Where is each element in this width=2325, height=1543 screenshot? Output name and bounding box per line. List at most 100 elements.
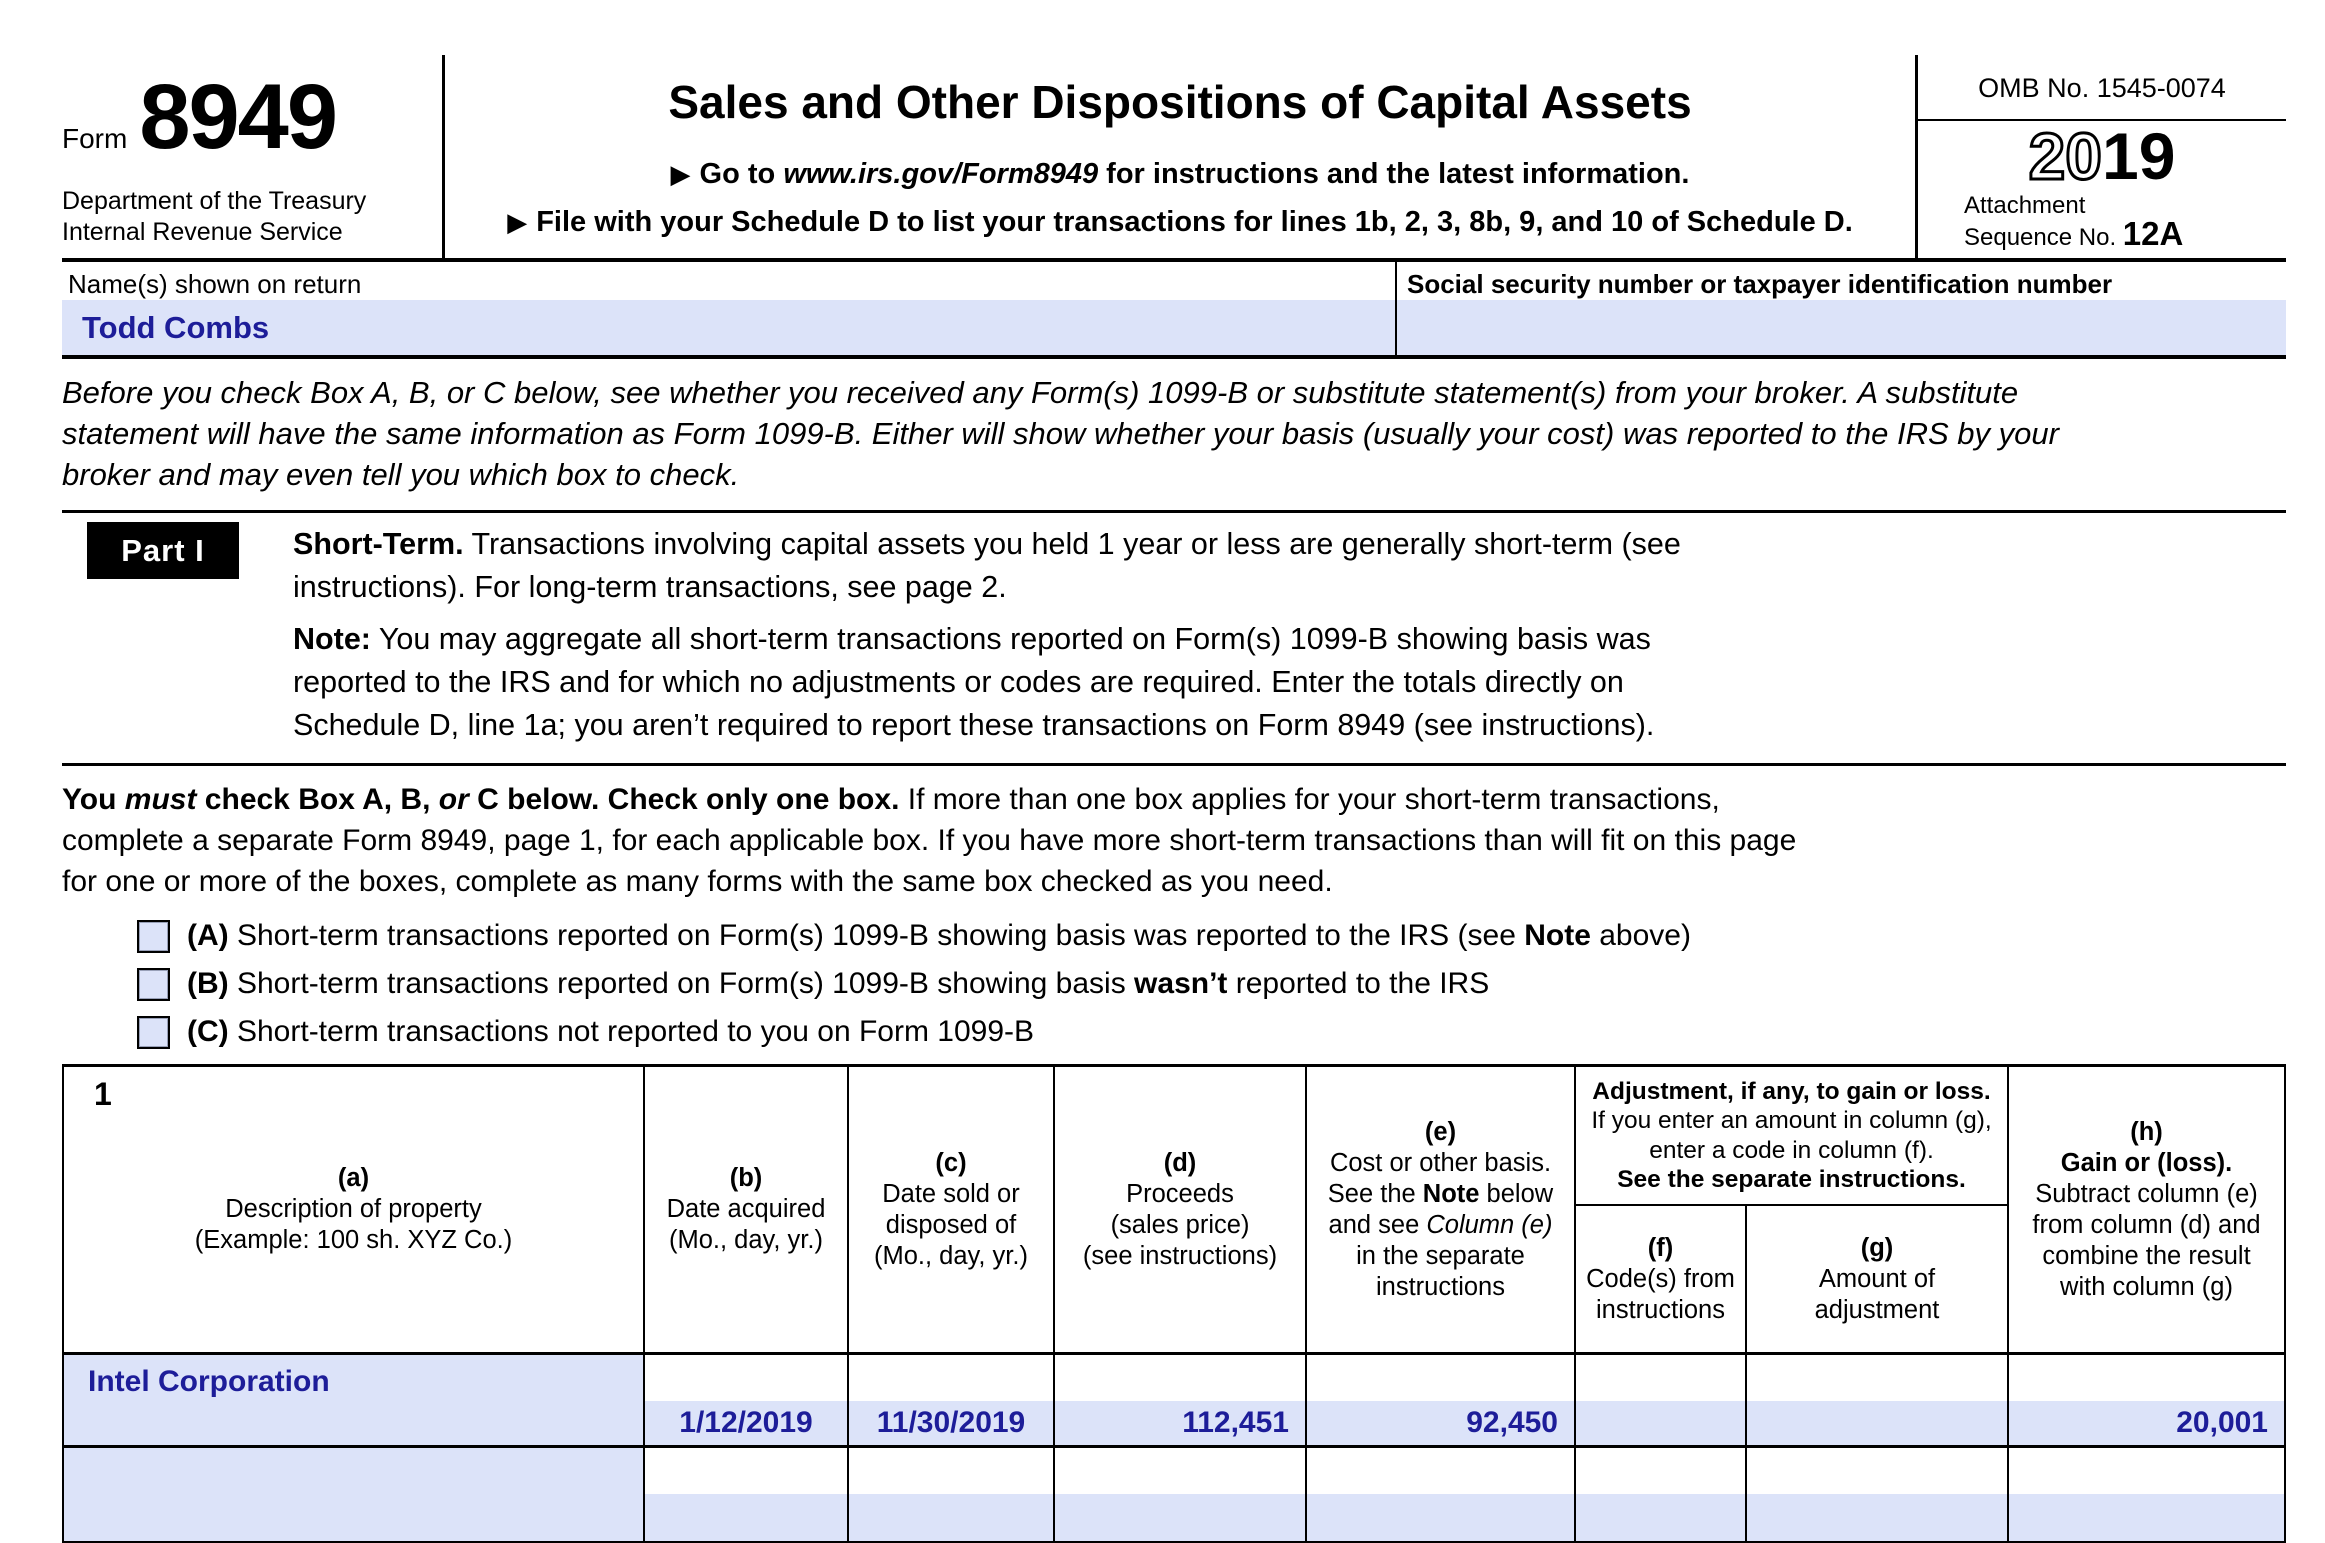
row1-proceeds-field[interactable]: 112,451 [1055, 1401, 1305, 1445]
row2-date-sold-field[interactable] [849, 1494, 1053, 1541]
row1-description-field[interactable]: Intel Corporation [64, 1355, 645, 1445]
agency-name: Department of the Treasury Internal Reve… [62, 186, 442, 248]
part1-badge: Part I [87, 522, 239, 579]
checkbox-b-letter: (B) [187, 967, 229, 1000]
col-g-header: (g) Amount of adjustment [1747, 1206, 2007, 1352]
part1-heading-line-2: instructions). For long-term transaction… [293, 570, 1007, 604]
col-b-tag: (b) [729, 1164, 763, 1192]
ssn-field[interactable] [1397, 300, 2286, 355]
title-block: Sales and Other Dispositions of Capital … [442, 55, 1915, 258]
checkbox-a-bold: Note [1524, 919, 1591, 952]
table-header-row: 1 (a) Description of property (Example: … [64, 1067, 2284, 1355]
row2-cost-cell [1307, 1448, 1576, 1541]
col-e-header: (e) Cost or other basis. See the Note be… [1307, 1067, 1576, 1352]
col-g-line-1: Amount of [1818, 1264, 1936, 1293]
checkbox-a-letter: (A) [187, 919, 229, 952]
name-field[interactable]: Todd Combs [62, 300, 1395, 355]
attachment-sequence: Attachment Sequence No. 12A [1918, 192, 2286, 252]
checkbox-row-b: (B) Short-term transactions reported on … [62, 960, 2286, 1008]
omb-block: OMB No. 1545-0074 2019 Attachment Sequen… [1915, 55, 2286, 258]
checkbox-b[interactable] [137, 967, 170, 1001]
row1-date-acquired-cell: 1/12/2019 [645, 1355, 849, 1445]
col-h-line-3: from column (d) and [2032, 1210, 2261, 1239]
col-b-header: (b) Date acquired (Mo., day, yr.) [645, 1067, 849, 1352]
col-e-line-3: and see Column (e) [1328, 1210, 1553, 1239]
row2-adjustment-field[interactable] [1747, 1494, 2007, 1541]
row1-code-field[interactable] [1576, 1401, 1745, 1445]
name-section: Name(s) shown on return Todd Combs [62, 262, 1395, 355]
adjustment-subheaders: (f) Code(s) from instructions (g) Amount… [1576, 1206, 2007, 1352]
row2-description-field[interactable] [64, 1448, 645, 1541]
part1-note-rest: You may aggregate all short-term transac… [370, 622, 1651, 656]
row2-code-field[interactable] [1576, 1494, 1745, 1541]
col-h-tag: (h) [2130, 1117, 2163, 1146]
col-e-tag: (e) [1424, 1117, 1457, 1146]
checkbox-row-a: (A) Short-term transactions reported on … [62, 912, 2286, 960]
col-e-line-4: in the separate [1356, 1241, 1525, 1270]
col-f-line-1: Code(s) from [1586, 1264, 1735, 1293]
goto-post-text: for instructions and the latest informat… [1098, 157, 1690, 190]
checkbox-b-text: Short-term transactions reported on Form… [228, 967, 1135, 1000]
col-f-line-2: instructions [1596, 1295, 1725, 1324]
must-check-you: You [62, 783, 125, 816]
row1-code-cell [1576, 1355, 1747, 1445]
row2-date-acquired-field[interactable] [645, 1494, 847, 1541]
col-d-tag: (d) [1163, 1148, 1197, 1177]
sequence-label: Sequence No. [1964, 224, 2117, 251]
must-check-must: must [124, 783, 197, 816]
tax-year: 2019 [1918, 122, 2286, 191]
part1-heading-line-1: Short-Term. Transactions involving capit… [293, 523, 2286, 566]
ssn-label: Social security number or taxpayer ident… [1407, 269, 2113, 299]
col-d-header: (d) Proceeds (sales price) (see instruct… [1055, 1067, 1307, 1352]
row1-gain-cell: 20,001 [2009, 1355, 2284, 1445]
row2-proceeds-field[interactable] [1055, 1494, 1305, 1541]
adjustment-note-line-2: If you enter an amount in column (g), [1591, 1107, 1992, 1134]
col-a-line-1: Description of property [225, 1195, 482, 1223]
part1-note-line-1: Note: You may aggregate all short-term t… [293, 618, 2286, 661]
form-number-line: Form 8949 [62, 65, 442, 170]
col-h-header: (h) Gain or (loss). Subtract column (e) … [2009, 1067, 2284, 1352]
col-d-line-2: (sales price) [1110, 1210, 1250, 1239]
must-check-instruction: You must check Box A, B, or C below. Che… [62, 766, 2286, 904]
row1-cost-cell: 92,450 [1307, 1355, 1576, 1445]
row1-adjustment-field[interactable] [1747, 1401, 2007, 1445]
form-header: Form 8949 Department of the Treasury Int… [62, 55, 2286, 262]
must-check-bold-end: C below. Check only one box. [468, 783, 900, 816]
table-row: Intel Corporation 1/12/2019 11/30/2019 1… [64, 1355, 2284, 1448]
col-g-tag: (g) [1860, 1233, 1894, 1262]
row1-adjustment-cell [1747, 1355, 2009, 1445]
part1-section: Part I Short-Term. Transactions involvin… [62, 513, 2286, 766]
row1-gain-field[interactable]: 20,001 [2009, 1401, 2284, 1445]
col-a-header: 1 (a) Description of property (Example: … [64, 1067, 645, 1352]
transactions-table: 1 (a) Description of property (Example: … [62, 1064, 2286, 1543]
col-c-tag: (c) [935, 1148, 967, 1177]
checkbox-c-letter: (C) [187, 1015, 229, 1048]
checkbox-c[interactable] [137, 1015, 170, 1049]
col-e-line-2: See the Note below [1327, 1179, 1554, 1208]
box-choices: (A) Short-term transactions reported on … [62, 904, 2286, 1064]
file-instruction-text: File with your Schedule D to list your t… [536, 205, 1853, 238]
col-d-line-3: (see instructions) [1082, 1241, 1278, 1270]
col-a-tag: (a) [337, 1164, 370, 1192]
agency-line-2: Internal Revenue Service [62, 218, 343, 246]
right-arrow-icon: ▶ [670, 158, 691, 189]
part1-heading-rest: Transactions involving capital assets yo… [463, 527, 1681, 561]
row1-date-sold-field[interactable]: 11/30/2019 [849, 1401, 1053, 1445]
row2-gain-field[interactable] [2009, 1494, 2284, 1541]
checkbox-a-post: above) [1590, 919, 1691, 952]
row2-date-sold-cell [849, 1448, 1055, 1541]
adjustment-group-header: Adjustment, if any, to gain or loss. If … [1576, 1067, 2009, 1352]
checkbox-a[interactable] [137, 919, 170, 953]
row1-cost-field[interactable]: 92,450 [1307, 1401, 1574, 1445]
row2-proceeds-cell [1055, 1448, 1307, 1541]
row1-date-acquired-field[interactable]: 1/12/2019 [645, 1401, 847, 1445]
col-h-line-2: Subtract column (e) [2035, 1179, 2258, 1208]
adjustment-note-bold-1: Adjustment, if any, to gain or loss. [1592, 1077, 1991, 1105]
col-b-line-2: (Mo., day, yr.) [669, 1226, 823, 1254]
checkbox-b-bold: wasn’t [1134, 967, 1228, 1000]
right-arrow-icon: ▶ [507, 206, 528, 237]
row2-cost-field[interactable] [1307, 1494, 1574, 1541]
col-b-line-1: Date acquired [666, 1195, 826, 1223]
sequence-line: Sequence No. 12A [1964, 217, 2286, 252]
